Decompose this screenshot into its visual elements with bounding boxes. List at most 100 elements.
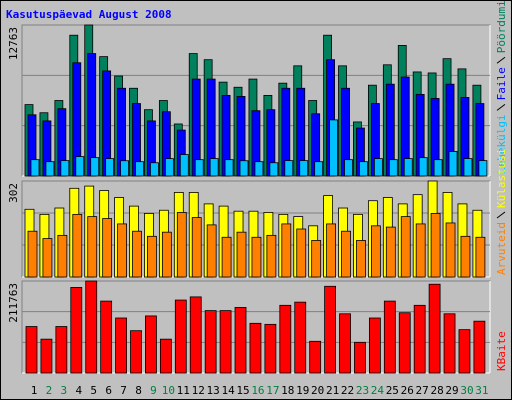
bar [458,329,471,374]
bar [25,326,38,374]
bar [234,307,247,374]
bar [176,212,187,278]
x-tick-label: 1 [31,384,38,397]
x-tick-label: 19 [296,384,309,397]
x-tick-label: 27 [416,384,429,397]
x-tick-label: 10 [162,384,175,397]
bar [373,158,383,177]
x-tick-label: 13 [207,384,220,397]
x-tick-label: 17 [266,384,279,397]
x-tick-label: 30 [460,384,473,397]
bar [400,216,411,278]
x-tick-label: 2 [46,384,53,397]
bar [40,338,53,374]
x-tick-label: 7 [120,384,127,397]
bar [385,226,396,278]
y-tick-label: 211763 [7,283,20,323]
bar [100,300,113,374]
x-tick-label: 29 [445,384,458,397]
bar [224,159,234,177]
bar [164,158,174,177]
bar [204,310,217,374]
bar [209,158,219,177]
x-tick-label: 18 [281,384,294,397]
x-tick-label: 31 [475,384,488,397]
bar [430,213,441,278]
bar [284,160,294,177]
bar [75,156,85,177]
bar [475,236,486,278]
x-tick-label: 20 [311,384,324,397]
bar [329,119,339,177]
chart-title: Kasutuspäevad August 2008 [6,8,172,21]
x-tick-label: 21 [326,384,339,397]
x-tick-label: 8 [135,384,142,397]
bar [478,160,488,177]
bar [221,236,232,278]
bar [254,161,264,177]
x-tick-label: 6 [105,384,112,397]
bar [72,213,83,278]
x-tick-label: 12 [192,384,205,397]
bar [294,301,307,374]
y-tick-label: 302 [7,183,20,203]
bar [460,235,471,278]
bar [309,340,322,374]
x-tick-label: 24 [371,384,385,397]
x-tick-label: 9 [150,384,157,397]
bar [341,230,351,278]
x-tick-label: 15 [236,384,249,397]
bar [418,157,428,177]
legend-label: Külastusi [495,148,508,208]
bar [206,224,217,278]
bar [344,159,353,177]
x-tick-label: 16 [251,384,264,397]
bar [314,161,324,177]
bar [219,310,232,374]
bar [27,230,38,278]
bar [281,223,292,278]
bar [87,216,98,278]
bar [147,235,157,278]
bar [398,312,411,374]
x-tick-label: 23 [356,384,369,397]
bar [57,234,68,278]
bar [159,338,172,374]
bar [249,322,262,374]
bar [30,159,40,177]
bar [174,299,187,374]
bar [448,151,458,177]
x-tick-label: 25 [386,384,399,397]
y-tick-label: 12763 [7,27,20,60]
x-tick-label: 4 [75,384,82,397]
legend-separator [496,211,506,219]
bar [463,158,473,177]
bar [354,341,366,374]
bar [445,222,456,278]
bar [60,160,70,177]
bar [370,225,381,278]
legend-label: KBaite [495,331,508,371]
bar [130,330,142,374]
bar [311,240,322,278]
bar [403,158,413,177]
bar [269,162,279,177]
bar [339,313,351,374]
bar [45,161,55,177]
x-tick-label: 26 [401,384,414,397]
legend-label: Faile [495,67,508,100]
bar [150,162,159,177]
bar [117,223,127,278]
bar [415,223,426,278]
x-tick-label: 11 [177,384,190,397]
bar [179,154,189,177]
bar [236,231,247,278]
bar [326,223,337,278]
legend-label: Arvuteid [495,222,508,275]
bar [90,157,100,177]
bar [264,323,277,374]
bar [102,218,113,278]
bar [42,238,53,278]
bar [433,159,443,177]
bar [299,160,309,177]
